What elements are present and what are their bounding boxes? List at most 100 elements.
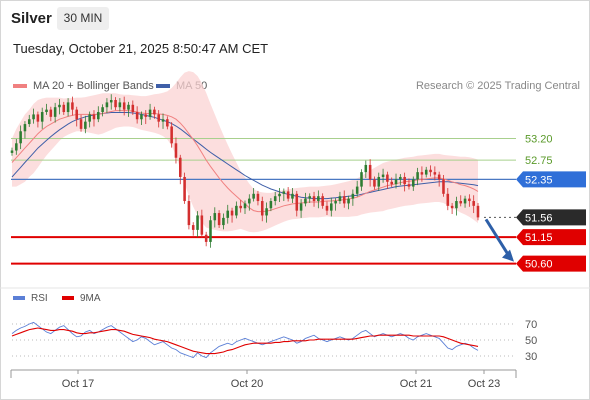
candle-body xyxy=(256,193,260,202)
level-tag-51-15 xyxy=(516,229,586,246)
legend-rsi: RSI xyxy=(13,293,48,304)
ma50-swatch xyxy=(156,84,170,89)
candle-body xyxy=(217,213,221,226)
candle-body xyxy=(373,179,376,187)
candle-body xyxy=(325,205,329,211)
candle-body xyxy=(463,198,467,204)
candle-body xyxy=(308,196,312,199)
timeframe-badge[interactable]: 30 MIN xyxy=(57,7,109,30)
level-label-53-20: 53.20 xyxy=(525,133,553,145)
candle-body xyxy=(243,203,247,209)
rsi-series-9ma xyxy=(11,327,479,355)
candle-body xyxy=(131,104,135,113)
candle-body xyxy=(66,102,70,113)
candle-body xyxy=(476,205,480,218)
candle-body xyxy=(161,119,165,122)
candle-body xyxy=(209,220,212,242)
legend-rsi-ma: 9MA xyxy=(62,293,101,304)
candle-body xyxy=(381,174,385,177)
candle-body xyxy=(282,191,286,194)
candle-body xyxy=(157,114,160,122)
candle-body xyxy=(321,196,324,206)
candle-body xyxy=(45,109,48,113)
candle-body xyxy=(118,102,122,108)
candle-body xyxy=(411,179,415,187)
candle-body xyxy=(153,109,156,115)
candle-body xyxy=(49,109,53,117)
candle-body xyxy=(135,112,139,120)
candle-body xyxy=(420,172,424,175)
candle-body xyxy=(286,191,290,199)
candle-body xyxy=(170,126,173,144)
candle-body xyxy=(429,169,432,173)
candle-body xyxy=(144,114,148,117)
candle-body xyxy=(269,201,273,209)
candle-body xyxy=(32,114,35,120)
x-tick-label-2: Oct 21 xyxy=(400,378,432,390)
candle-body xyxy=(455,201,458,209)
candle-body xyxy=(291,193,294,199)
candle-body xyxy=(109,100,113,103)
candle-body xyxy=(252,193,255,199)
candle-body xyxy=(386,174,389,182)
level-label-52-35: 52.35 xyxy=(525,174,553,186)
candle-body xyxy=(338,196,342,202)
level-label-50-60: 50.60 xyxy=(525,259,553,271)
level-tag-50-60 xyxy=(516,255,586,272)
x-tick-label-0: Oct 17 xyxy=(62,378,94,390)
candle-body xyxy=(226,210,230,218)
candle-body xyxy=(459,201,463,204)
candle-body xyxy=(166,119,169,127)
candle-body xyxy=(433,172,437,175)
candle-body xyxy=(222,217,225,226)
candle-body xyxy=(265,208,268,216)
candle-body xyxy=(178,157,182,177)
candle-body xyxy=(84,121,87,129)
x-tick-label-1: Oct 20 xyxy=(231,378,263,390)
candle-body xyxy=(27,119,31,125)
candle-body xyxy=(437,174,441,180)
candle-body xyxy=(10,150,14,153)
candle-body xyxy=(317,196,320,202)
candle-body xyxy=(312,196,316,202)
candle-body xyxy=(450,205,454,209)
instrument-title: Silver xyxy=(11,10,52,27)
candle-body xyxy=(97,112,100,120)
candle-body xyxy=(273,196,277,202)
candle-body xyxy=(334,201,337,204)
rsi-label: RSI xyxy=(31,293,48,304)
candle-body xyxy=(58,104,61,108)
candle-body xyxy=(196,215,199,230)
candle-body xyxy=(330,203,333,211)
rsi-swatch xyxy=(13,296,25,301)
candle-body xyxy=(174,143,178,158)
candle-body xyxy=(390,181,393,185)
candle-body xyxy=(19,131,22,144)
candle-body xyxy=(377,176,381,187)
candle-body xyxy=(230,210,234,216)
candle-body xyxy=(304,198,307,204)
candle-body xyxy=(101,107,104,113)
candle-body xyxy=(468,198,471,202)
candle-body xyxy=(71,102,74,110)
candle-body xyxy=(446,193,450,206)
candle-body xyxy=(40,112,44,122)
candle-body xyxy=(235,205,238,216)
level-label-51-56: 51.56 xyxy=(525,212,553,224)
candle-body xyxy=(368,164,372,180)
candle-body xyxy=(239,205,242,209)
level-label-51-15: 51.15 xyxy=(525,232,553,244)
rsi-tick-70: 70 xyxy=(525,319,537,331)
rsi-tick-50: 50 xyxy=(525,335,537,347)
candle-body xyxy=(424,169,428,175)
ma20-swatch xyxy=(13,84,27,89)
rsi-ma-swatch xyxy=(62,296,74,301)
candle-body xyxy=(416,172,419,180)
candle-body xyxy=(88,114,91,122)
candle-body xyxy=(92,114,96,120)
candle-body xyxy=(23,124,27,132)
candle-body xyxy=(278,193,281,197)
candle-body xyxy=(75,109,79,120)
candle-body xyxy=(204,234,208,242)
